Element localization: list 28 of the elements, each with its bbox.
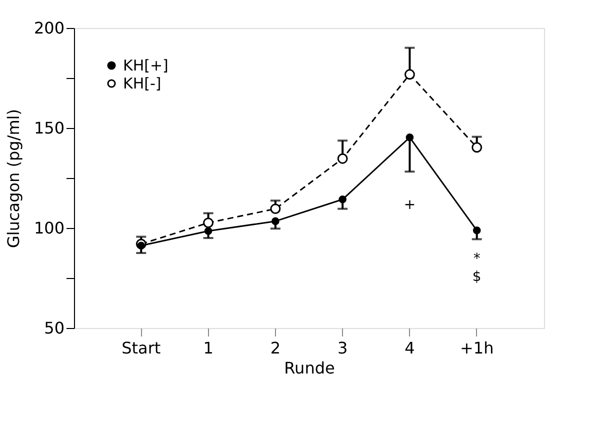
annotation: +: [404, 197, 416, 213]
point: [272, 217, 280, 226]
y-tick-label: 150: [34, 118, 64, 138]
y-tick-label: 100: [34, 218, 64, 238]
x-tick-label: 1: [203, 338, 214, 358]
x-tick-label: Start: [122, 338, 161, 358]
y-axis-title: Glucagon (pg/ml): [4, 109, 23, 248]
point: [137, 242, 146, 250]
point: [204, 227, 212, 235]
point: [406, 133, 414, 142]
x-tick-label: 2: [270, 338, 281, 358]
point: [472, 142, 482, 153]
point: [472, 226, 481, 234]
x-tick-label: 4: [404, 338, 415, 358]
annotation: $: [472, 269, 482, 285]
point: [270, 204, 281, 214]
x-tick-label: 3: [337, 338, 348, 358]
point: [203, 218, 214, 228]
annotation: *: [473, 251, 480, 267]
point: [404, 69, 415, 80]
point: [337, 153, 348, 164]
y-tick-label: 50: [44, 318, 64, 338]
point: [338, 195, 346, 204]
y-tick-label: 200: [34, 18, 64, 38]
legend-label: KH[-]: [123, 74, 162, 92]
x-tick-label: +1h: [460, 338, 494, 358]
x-axis-title: Runde: [284, 358, 335, 378]
legend-label: KH[+]: [123, 56, 168, 74]
